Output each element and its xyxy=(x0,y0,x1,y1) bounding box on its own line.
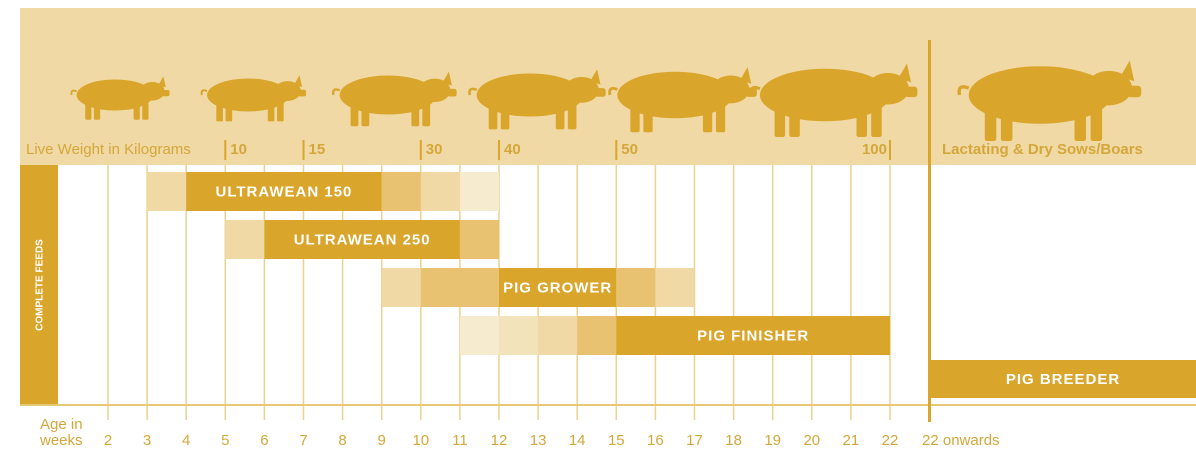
feed-segment xyxy=(382,172,421,211)
feed-chart: COMPLETE FEEDS Live Weight in Kilograms … xyxy=(0,0,1196,452)
feed-segment xyxy=(421,268,499,307)
week-label: 9 xyxy=(378,432,386,449)
feed-label: PIG FINISHER xyxy=(697,327,809,344)
feed-segment xyxy=(460,316,499,355)
week-label: 19 xyxy=(764,432,781,449)
sows-title: Lactating & Dry Sows/Boars xyxy=(942,141,1143,158)
weight-label: 10 xyxy=(230,141,247,158)
feed-segment xyxy=(460,172,499,211)
axis-label: Age in xyxy=(40,416,83,433)
week-label: 6 xyxy=(260,432,268,449)
weight-title: Live Weight in Kilograms xyxy=(26,141,191,158)
feed-segment xyxy=(147,172,186,211)
week-label: 16 xyxy=(647,432,664,449)
week-label: 12 xyxy=(491,432,508,449)
week-label: 20 xyxy=(803,432,820,449)
weight-label: 15 xyxy=(309,141,326,158)
feed-segment xyxy=(382,268,421,307)
feed-label: ULTRAWEAN 250 xyxy=(294,231,431,248)
weight-label: 50 xyxy=(621,141,638,158)
week-label: 15 xyxy=(608,432,625,449)
week-label: 13 xyxy=(530,432,547,449)
week-label: 3 xyxy=(143,432,151,449)
feed-segment xyxy=(499,316,538,355)
week-label: 5 xyxy=(221,432,229,449)
week-label: 22 xyxy=(882,432,899,449)
feed-segment xyxy=(460,220,499,259)
feed-segment xyxy=(655,268,694,307)
axis-label: weeks xyxy=(39,432,83,449)
side-label: COMPLETE FEEDS xyxy=(35,239,46,331)
feed-label: ULTRAWEAN 150 xyxy=(215,183,352,200)
week-label: 8 xyxy=(338,432,346,449)
week-label: 17 xyxy=(686,432,703,449)
feed-segment xyxy=(225,220,264,259)
feed-segment xyxy=(577,316,616,355)
divider xyxy=(928,40,931,422)
week-label: 2 xyxy=(104,432,112,449)
week-label: 14 xyxy=(569,432,586,449)
week-label: 21 xyxy=(843,432,860,449)
onwards-label: 22 onwards xyxy=(922,432,1000,449)
week-label: 7 xyxy=(299,432,307,449)
weight-label: 100 xyxy=(862,141,887,158)
week-label: 4 xyxy=(182,432,190,449)
feed-segment xyxy=(616,268,655,307)
weight-label: 40 xyxy=(504,141,521,158)
feed-label: PIG GROWER xyxy=(503,279,612,296)
week-label: 10 xyxy=(412,432,429,449)
breeder-label: PIG BREEDER xyxy=(1006,371,1120,388)
feed-segment xyxy=(421,172,460,211)
week-label: 18 xyxy=(725,432,742,449)
week-label: 11 xyxy=(452,432,468,449)
feed-segment xyxy=(538,316,577,355)
weight-label: 30 xyxy=(426,141,443,158)
